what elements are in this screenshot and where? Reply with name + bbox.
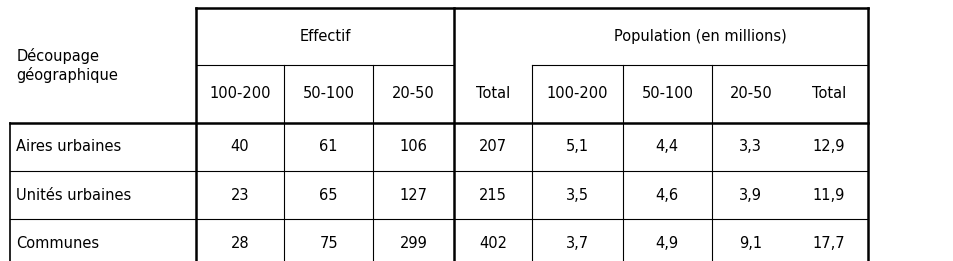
Text: 100-200: 100-200 (209, 86, 271, 102)
Text: Aires urbaines: Aires urbaines (16, 139, 121, 154)
Text: 100-200: 100-200 (546, 86, 608, 102)
Text: 11,9: 11,9 (812, 188, 844, 203)
Text: 4,9: 4,9 (655, 236, 679, 251)
Text: 127: 127 (399, 188, 427, 203)
Text: 9,1: 9,1 (739, 236, 761, 251)
Text: 3,3: 3,3 (739, 139, 761, 154)
Text: 215: 215 (478, 188, 507, 203)
Text: 12,9: 12,9 (812, 139, 844, 154)
Text: 50-100: 50-100 (640, 86, 693, 102)
Text: 75: 75 (319, 236, 337, 251)
Text: 4,6: 4,6 (655, 188, 679, 203)
Text: 20-50: 20-50 (729, 86, 771, 102)
Text: 3,9: 3,9 (739, 188, 761, 203)
Text: 5,1: 5,1 (565, 139, 589, 154)
Text: 106: 106 (399, 139, 427, 154)
Text: Découpage
géographique: Découpage géographique (16, 48, 118, 82)
Text: 3,5: 3,5 (565, 188, 589, 203)
Text: 3,7: 3,7 (565, 236, 589, 251)
Text: Unités urbaines: Unités urbaines (16, 188, 132, 203)
Text: Communes: Communes (16, 236, 99, 251)
Text: 65: 65 (319, 188, 337, 203)
Text: 23: 23 (231, 188, 249, 203)
Text: 28: 28 (231, 236, 249, 251)
Text: Effectif: Effectif (299, 29, 350, 44)
Text: Population (en millions): Population (en millions) (613, 29, 786, 44)
Text: Total: Total (811, 86, 845, 102)
Text: 40: 40 (231, 139, 249, 154)
Text: 402: 402 (478, 236, 507, 251)
Text: 4,4: 4,4 (655, 139, 679, 154)
Text: 299: 299 (399, 236, 427, 251)
Text: 20-50: 20-50 (392, 86, 435, 102)
Text: Total: Total (476, 86, 510, 102)
Text: 17,7: 17,7 (812, 236, 844, 251)
Text: 207: 207 (478, 139, 507, 154)
Text: 61: 61 (319, 139, 337, 154)
Text: 50-100: 50-100 (302, 86, 355, 102)
